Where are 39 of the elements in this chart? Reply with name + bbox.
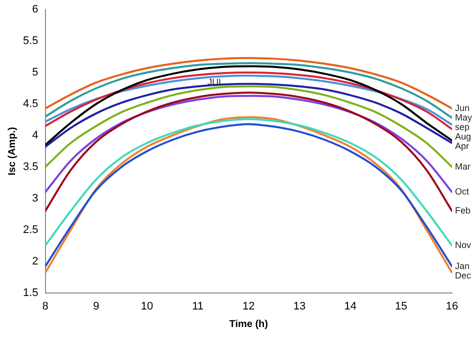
x-tick-label: 13 xyxy=(293,300,306,312)
y-tick-label: 5 xyxy=(32,66,38,79)
y-tick-label: 4 xyxy=(32,130,38,142)
y-tick-label: 3.5 xyxy=(22,160,38,173)
series-label: May xyxy=(455,112,472,122)
y-tick-label: 2.5 xyxy=(22,224,38,236)
series-label: Feb xyxy=(455,205,471,216)
line-series xyxy=(45,92,452,212)
line-series xyxy=(45,118,452,247)
x-tick-label: 12 xyxy=(242,300,255,312)
x-axis-title: Time (h) xyxy=(229,318,268,330)
x-tick-label: 10 xyxy=(140,300,154,312)
line-series xyxy=(45,57,452,110)
x-tick-label: 9 xyxy=(93,300,100,312)
y-tick-label: 5.5 xyxy=(22,35,38,48)
y-tick-label: 2 xyxy=(32,255,38,268)
line-series xyxy=(45,94,452,194)
line-series xyxy=(45,85,452,168)
series-label: Apr xyxy=(455,140,470,151)
y-tick-label: 3 xyxy=(32,192,38,204)
x-tick-label: 8 xyxy=(42,300,48,312)
line-series xyxy=(45,62,452,119)
series-label: Jan xyxy=(455,260,470,271)
x-tick-label: 14 xyxy=(344,300,356,312)
x-tick-label: 11 xyxy=(192,300,204,312)
x-tick-label: 15 xyxy=(395,300,408,312)
y-tick-label: 4.5 xyxy=(22,98,38,110)
x-tick-label: 16 xyxy=(446,300,458,312)
series-label: Jun xyxy=(455,102,470,113)
line-series xyxy=(45,65,452,146)
y-tick-label: 1.5 xyxy=(22,286,38,299)
series-label: Aug xyxy=(455,131,472,142)
series-label: sep xyxy=(455,122,470,132)
series-label: Oct xyxy=(455,186,470,197)
series-label: Dec xyxy=(455,270,472,280)
y-axis-title: Isc (Amp.) xyxy=(6,127,18,176)
series-label: Mar xyxy=(455,161,470,172)
series-label: Nov xyxy=(455,240,472,250)
y-tick-label: 6 xyxy=(32,4,38,16)
